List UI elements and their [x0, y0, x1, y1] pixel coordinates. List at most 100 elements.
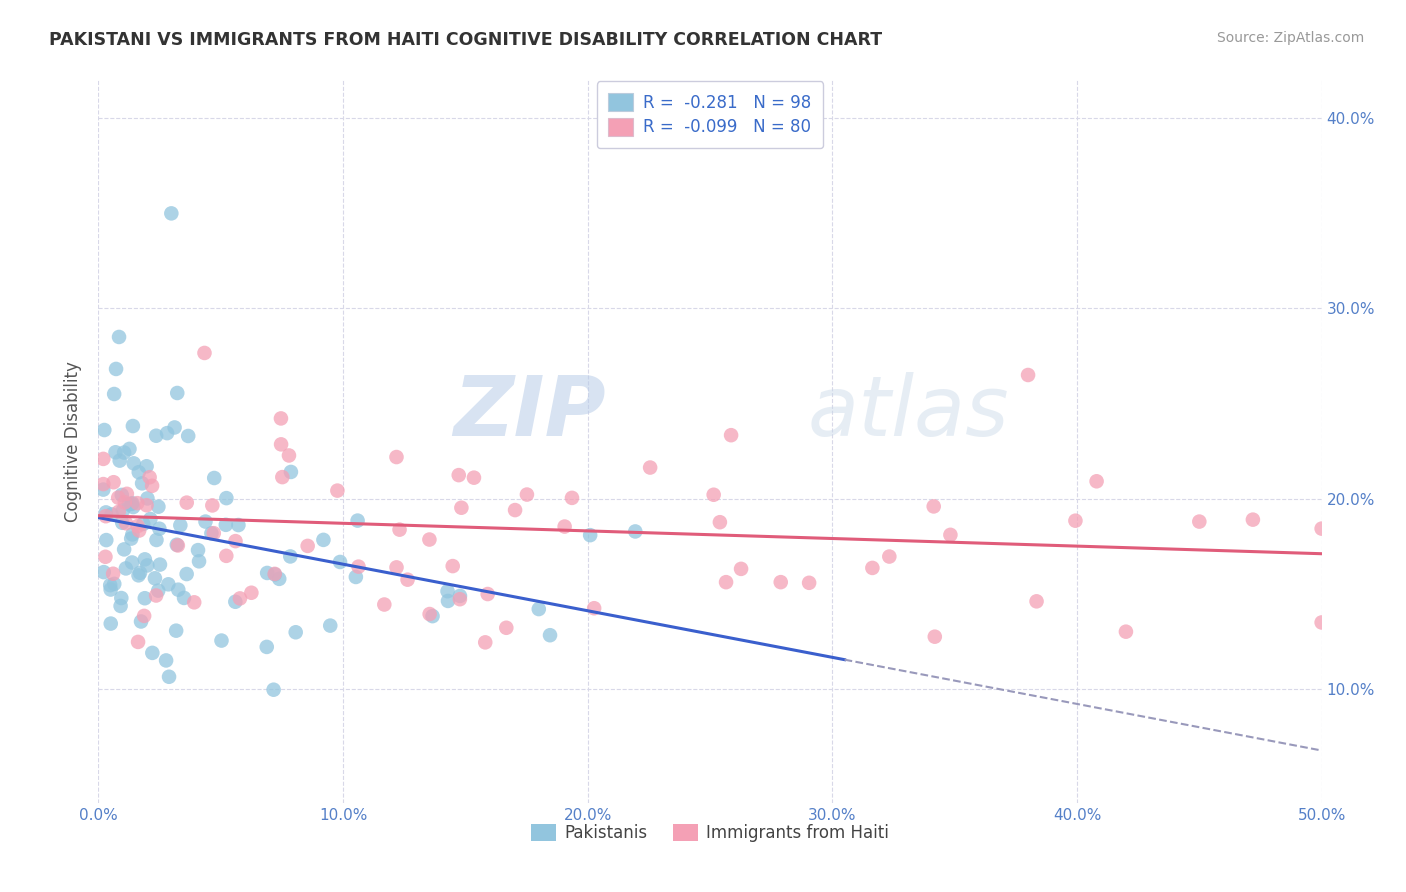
Point	[93, 423, 115, 437]
Point	[134, 552, 156, 566]
Point	[127, 496, 149, 510]
Point	[122, 500, 145, 514]
Point	[136, 558, 159, 573]
Point	[187, 543, 209, 558]
Point	[449, 592, 471, 607]
Point	[1025, 594, 1047, 608]
Point	[503, 503, 526, 517]
Point	[441, 559, 464, 574]
Point	[176, 495, 198, 509]
Point	[157, 670, 180, 684]
Point	[91, 477, 114, 491]
Point	[211, 633, 233, 648]
Point	[128, 524, 150, 538]
Point	[495, 621, 517, 635]
Point	[143, 571, 166, 585]
Point	[860, 561, 883, 575]
Point	[326, 483, 349, 498]
Point	[129, 566, 152, 580]
Point	[730, 562, 752, 576]
Point	[538, 628, 561, 642]
Point	[1085, 475, 1108, 489]
Point	[145, 589, 167, 603]
Point	[284, 625, 307, 640]
Point	[422, 609, 444, 624]
Point	[200, 526, 222, 541]
Point	[173, 591, 195, 605]
Point	[297, 539, 319, 553]
Point	[228, 518, 250, 533]
Point	[939, 528, 962, 542]
Point	[101, 566, 124, 581]
Point	[463, 471, 485, 485]
Point	[115, 561, 138, 575]
Point	[797, 575, 820, 590]
Point	[176, 567, 198, 582]
Point	[134, 591, 156, 606]
Point	[418, 533, 440, 547]
Point	[437, 594, 460, 608]
Y-axis label: Cognitive Disability: Cognitive Disability	[65, 361, 83, 522]
Point	[703, 488, 725, 502]
Point	[579, 528, 602, 542]
Point	[447, 468, 470, 483]
Point	[93, 565, 115, 579]
Point	[385, 450, 408, 464]
Point	[166, 386, 188, 401]
Point	[105, 362, 128, 376]
Text: ZIP: ZIP	[453, 372, 606, 453]
Point	[256, 566, 278, 580]
Point	[110, 599, 132, 613]
Point	[108, 453, 131, 467]
Point	[1310, 615, 1333, 630]
Point	[128, 465, 150, 479]
Point	[148, 500, 170, 514]
Point	[118, 497, 141, 511]
Point	[165, 624, 187, 638]
Point	[373, 598, 395, 612]
Point	[103, 475, 125, 490]
Point	[224, 534, 246, 549]
Point	[215, 549, 238, 563]
Point	[100, 508, 122, 522]
Point	[269, 572, 291, 586]
Point	[624, 524, 647, 539]
Text: atlas: atlas	[808, 372, 1010, 453]
Point	[112, 542, 135, 557]
Point	[111, 516, 134, 530]
Point	[264, 567, 287, 582]
Point	[769, 575, 792, 590]
Point	[166, 538, 188, 552]
Point	[280, 465, 302, 479]
Point	[148, 522, 170, 536]
Point	[319, 618, 342, 632]
Point	[94, 505, 117, 519]
Point	[135, 459, 157, 474]
Point	[720, 428, 742, 442]
Point	[167, 582, 190, 597]
Point	[1188, 515, 1211, 529]
Point	[103, 577, 125, 591]
Point	[139, 512, 162, 526]
Point	[561, 491, 583, 505]
Point	[1017, 368, 1039, 382]
Text: Source: ZipAtlas.com: Source: ZipAtlas.com	[1216, 31, 1364, 45]
Point	[128, 568, 150, 582]
Point	[419, 607, 441, 621]
Point	[1115, 624, 1137, 639]
Point	[107, 491, 129, 505]
Point	[141, 646, 163, 660]
Point	[120, 532, 142, 546]
Point	[115, 487, 138, 501]
Point	[122, 419, 145, 434]
Point	[516, 487, 538, 501]
Point	[121, 556, 143, 570]
Point	[100, 582, 122, 597]
Point	[385, 560, 408, 574]
Point	[271, 470, 294, 484]
Point	[256, 640, 278, 654]
Point	[263, 682, 285, 697]
Point	[141, 479, 163, 493]
Point	[201, 499, 224, 513]
Point	[709, 515, 731, 529]
